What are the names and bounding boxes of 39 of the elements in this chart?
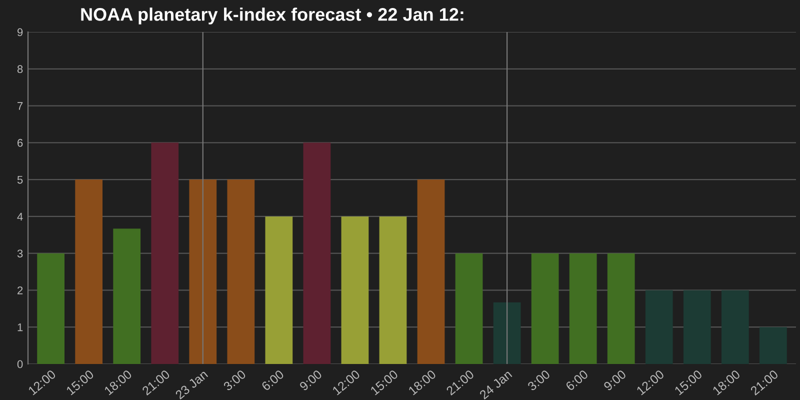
y-tick-label: 9 bbox=[17, 28, 23, 36]
bar bbox=[189, 180, 217, 364]
x-tick-label: 24 Jan bbox=[478, 370, 512, 400]
x-tick-label: 6:00 bbox=[260, 369, 284, 392]
x-tick-label: 23 Jan bbox=[174, 370, 208, 400]
y-tick-label: 1 bbox=[18, 323, 23, 332]
bar bbox=[531, 253, 559, 364]
bar bbox=[151, 142, 179, 364]
y-tick-label: 4 bbox=[17, 212, 23, 220]
x-tick-label: 6:00 bbox=[565, 369, 589, 392]
bar bbox=[493, 302, 521, 364]
y-tick-label: 8 bbox=[17, 65, 23, 74]
bar bbox=[455, 253, 483, 364]
bar bbox=[569, 253, 597, 364]
bar bbox=[645, 290, 673, 364]
bar bbox=[227, 180, 255, 364]
y-tick-label: 2 bbox=[18, 286, 23, 294]
x-tick-label: 9:00 bbox=[603, 369, 627, 392]
bar bbox=[75, 180, 103, 364]
bar bbox=[683, 290, 711, 364]
bar bbox=[37, 253, 64, 364]
bar bbox=[379, 216, 407, 364]
x-tick-label: 9:00 bbox=[298, 369, 322, 392]
bar bbox=[265, 216, 293, 364]
x-tick-label: 3:00 bbox=[527, 369, 551, 392]
y-tick-label: 6 bbox=[18, 138, 23, 147]
y-tick-label: 3 bbox=[17, 250, 23, 258]
bar bbox=[607, 253, 635, 364]
bar bbox=[417, 180, 445, 364]
y-tick-label: 7 bbox=[18, 102, 23, 110]
bar bbox=[303, 142, 331, 364]
bar bbox=[113, 228, 141, 364]
y-tick-label: 0 bbox=[17, 360, 23, 368]
chart-title: NOAA planetary k-index forecast • 22 Jan 12: bbox=[81, 8, 464, 24]
y-tick-label: 5 bbox=[17, 176, 23, 184]
bar bbox=[341, 216, 369, 364]
bar bbox=[721, 290, 749, 364]
bar bbox=[760, 327, 787, 364]
x-tick-label: 3:00 bbox=[222, 369, 246, 392]
